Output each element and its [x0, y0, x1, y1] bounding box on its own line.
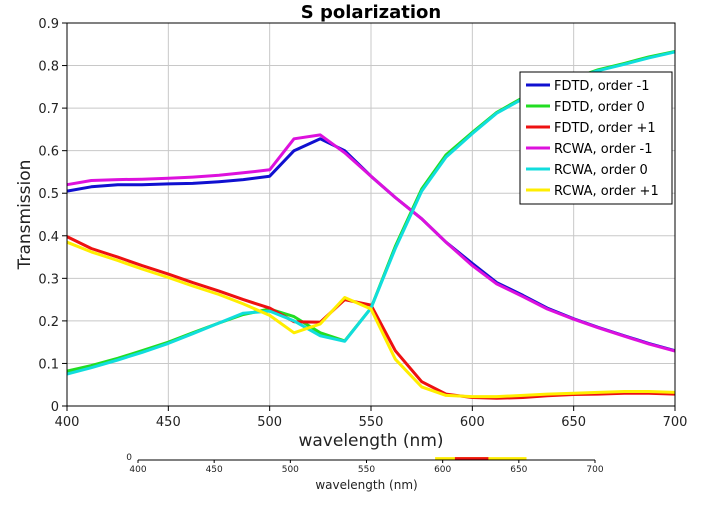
legend-label: FDTD, order +1	[554, 121, 656, 136]
legend-label: FDTD, order -1	[554, 79, 649, 94]
x-tick-label: 400	[55, 415, 80, 430]
secondary-x-tick-label: 700	[586, 465, 603, 475]
x-axis-ticks: 400 450 500 550 600 650 700	[55, 406, 688, 430]
legend-box	[519, 71, 673, 205]
secondary-plot: 400 450 500 550 600 650 700 0 wavelength (nm)	[126, 453, 604, 492]
legend-label: RCWA, order 0	[554, 163, 648, 178]
legend-label: RCWA, order -1	[554, 142, 653, 157]
y-tick-label: 0.8	[38, 60, 59, 75]
x-tick-label: 550	[359, 415, 384, 430]
series-line	[66, 133, 676, 353]
y-axis-label: Transmission	[15, 160, 35, 271]
legend: FDTD, order -1 FDTD, order 0 FDTD, order +…	[519, 71, 673, 205]
secondary-x-axis-label: wavelength (nm)	[315, 478, 417, 492]
legend-label: FDTD, order 0	[554, 100, 645, 115]
secondary-x-tick-label: 450	[206, 465, 223, 475]
x-tick-label: 700	[663, 415, 688, 430]
y-tick-label: 0.7	[38, 102, 59, 117]
secondary-x-tick-label: 500	[282, 465, 299, 475]
x-tick-label: 650	[561, 415, 586, 430]
secondary-x-ticks: 400 450 500 550 600 650 700	[129, 460, 604, 475]
x-tick-label: 600	[460, 415, 485, 430]
x-tick-label: 450	[156, 415, 181, 430]
y-tick-label: 0.2	[38, 315, 59, 330]
series-line	[66, 240, 676, 399]
x-axis-label: wavelength (nm)	[298, 431, 443, 451]
secondary-y-tick-label: 0	[126, 453, 132, 463]
secondary-x-tick-label: 400	[129, 465, 146, 475]
secondary-x-tick-label: 650	[510, 465, 527, 475]
x-tick-label: 500	[257, 415, 282, 430]
y-tick-label: 0.9	[38, 17, 59, 32]
y-axis-ticks: 0 0.1 0.2 0.3 0.4 0.5 0.6 0.7 0.8 0.9	[38, 17, 67, 415]
y-tick-label: 0.6	[38, 145, 59, 160]
secondary-x-tick-label: 550	[358, 465, 375, 475]
y-tick-label: 0.1	[38, 357, 59, 372]
y-tick-label: 0.3	[38, 272, 59, 287]
legend-items: FDTD, order -1 FDTD, order 0 FDTD, order +…	[526, 79, 659, 199]
y-tick-label: 0	[51, 400, 59, 415]
y-tick-label: 0.5	[38, 187, 59, 202]
main-plot: 400 450 500 550 600 650 700 0 0.1 0.2 0.3 0.4 0.5 0.…	[15, 2, 687, 451]
secondary-x-tick-label: 600	[434, 465, 451, 475]
legend-label: RCWA, order +1	[554, 184, 659, 199]
chart-title: S polarization	[301, 2, 441, 23]
y-tick-label: 0.4	[38, 230, 59, 245]
